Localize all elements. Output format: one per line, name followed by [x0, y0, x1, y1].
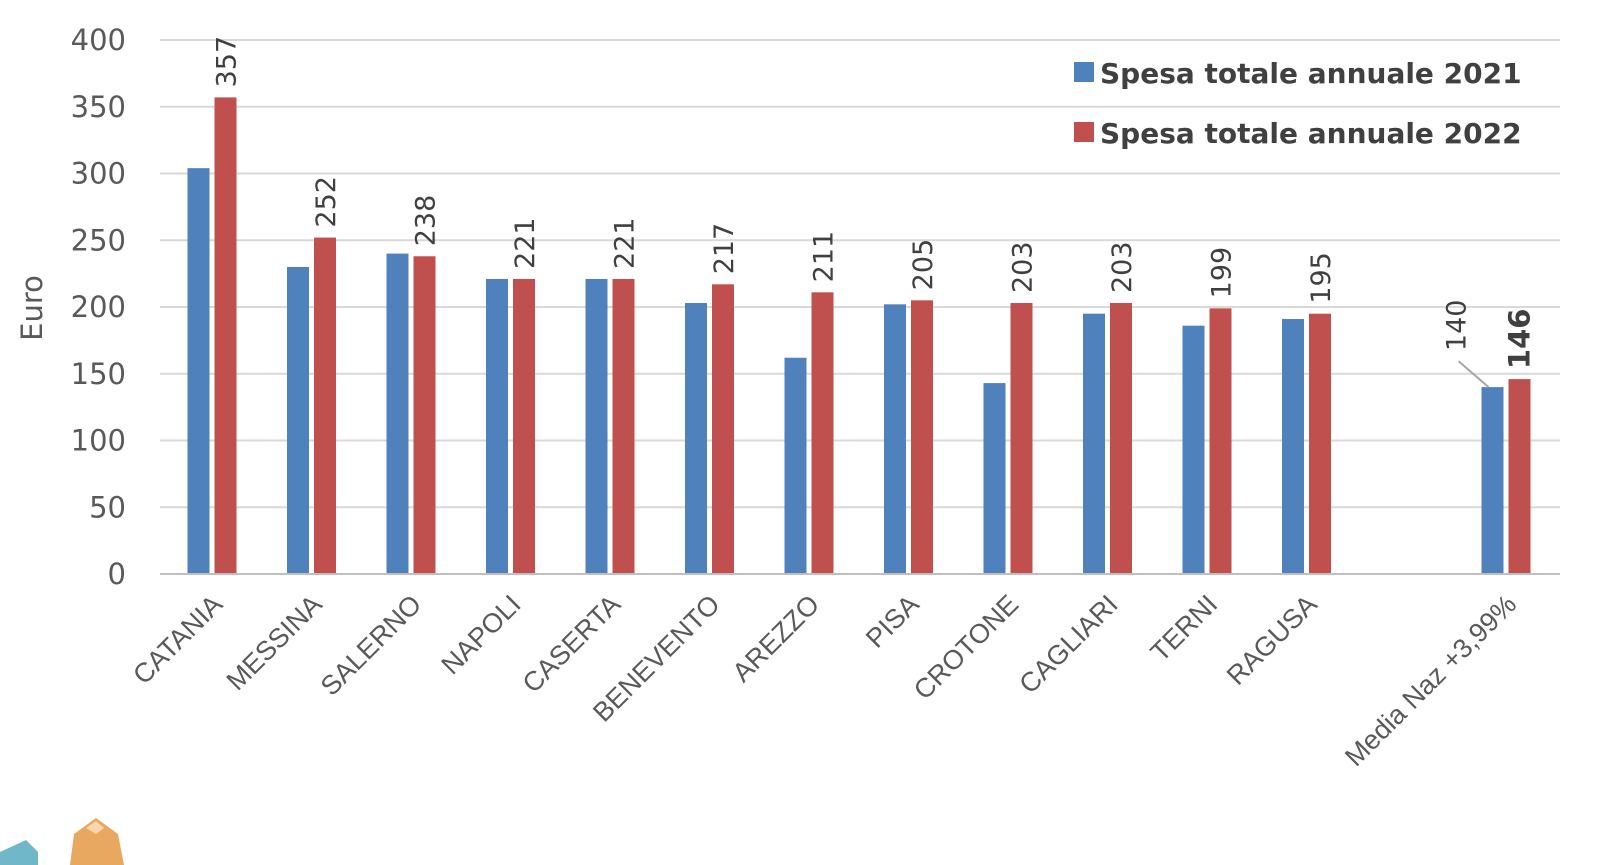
category-label: AREZZO: [727, 589, 826, 688]
bar-2022: [712, 284, 734, 574]
bar-2022: [1010, 302, 1033, 574]
category-label: SALERNO: [315, 589, 427, 701]
bar-2021: [486, 278, 508, 574]
data-label-2022: 221: [610, 217, 641, 269]
category-label: CAGLIARI: [1013, 589, 1123, 699]
bar-2021: [1182, 325, 1205, 574]
bar-2021: [386, 253, 409, 574]
category-label: PISA: [860, 589, 925, 654]
bar-2022: [811, 292, 834, 574]
legend-label-2022: Spesa totale annuale 2022: [1100, 117, 1522, 150]
y-tick-label: 100: [71, 424, 126, 458]
data-label-2022: 195: [1306, 252, 1337, 304]
y-axis-ticks: 0 50 100 150 200 250 300 350 400: [71, 23, 126, 591]
category-label: MESSINA: [221, 589, 328, 696]
data-label-2022: 357: [212, 36, 243, 88]
data-label-2022: 238: [411, 195, 442, 247]
bar-2021: [287, 266, 309, 574]
bar-2021: [585, 278, 608, 574]
legend-swatch-2021: [1074, 62, 1094, 82]
data-label-2022: 221: [510, 217, 541, 269]
legend: Spesa totale annuale 2021 Spesa totale a…: [1074, 57, 1522, 150]
data-label-2021: 140: [1442, 300, 1473, 352]
data-label-2022: 203: [1008, 241, 1039, 293]
bar-2021: [685, 302, 707, 574]
y-tick-label: 50: [89, 490, 126, 524]
data-label-2022: 146: [1503, 309, 1537, 370]
bar-2022: [1110, 302, 1132, 574]
bar-2022: [513, 278, 535, 574]
bar-2021: [1481, 387, 1504, 574]
leader-line: [1457, 360, 1490, 388]
y-tick-label: 0: [108, 557, 126, 591]
bar-2021: [884, 304, 906, 574]
bar-2021: [1282, 319, 1304, 574]
data-label-2022: 217: [709, 223, 740, 275]
category-label: Media Naz +3,99%: [1339, 589, 1522, 772]
y-axis-title: Euro: [15, 275, 49, 341]
data-label-2022: 205: [908, 239, 939, 291]
data-label-2022: 211: [809, 231, 840, 283]
legend-swatch-2022: [1074, 122, 1094, 142]
bar-2022: [911, 300, 933, 574]
category-label: CATANIA: [127, 589, 228, 690]
gridlines: [160, 39, 1560, 509]
category-label: RAGUSA: [1221, 589, 1323, 691]
data-label-2022: 203: [1107, 241, 1138, 293]
bar-2022: [1309, 313, 1331, 574]
y-tick-label: 300: [71, 157, 126, 191]
data-labels: 357 252 238 221 221 217 211 205 203 203 199 195 140 1…: [212, 36, 1537, 388]
y-tick-label: 200: [71, 290, 126, 324]
bar-2021: [983, 383, 1006, 574]
bar-2021: [784, 357, 807, 574]
y-tick-label: 400: [71, 23, 126, 57]
bars: [187, 97, 1531, 574]
y-tick-label: 350: [71, 90, 126, 124]
bar-2022: [314, 237, 336, 574]
y-tick-label: 150: [71, 357, 126, 391]
bar-2022: [612, 278, 635, 574]
corner-logo-icon: [0, 818, 124, 865]
bar-2022: [1209, 308, 1232, 574]
bar-2022: [214, 97, 237, 574]
bar-2022: [413, 256, 436, 574]
category-label: NAPOLI: [435, 589, 526, 680]
data-label-2022: 199: [1207, 247, 1238, 299]
legend-label-2021: Spesa totale annuale 2021: [1100, 57, 1522, 90]
category-label: CASERTA: [517, 589, 627, 699]
y-tick-label: 250: [71, 223, 126, 257]
bar-2021: [1083, 313, 1105, 574]
category-label: CROTONE: [908, 589, 1024, 705]
bar-2021: [187, 168, 210, 574]
category-label: TERNI: [1145, 589, 1223, 667]
bar-2022: [1508, 379, 1531, 574]
data-label-2022: 252: [311, 176, 342, 228]
